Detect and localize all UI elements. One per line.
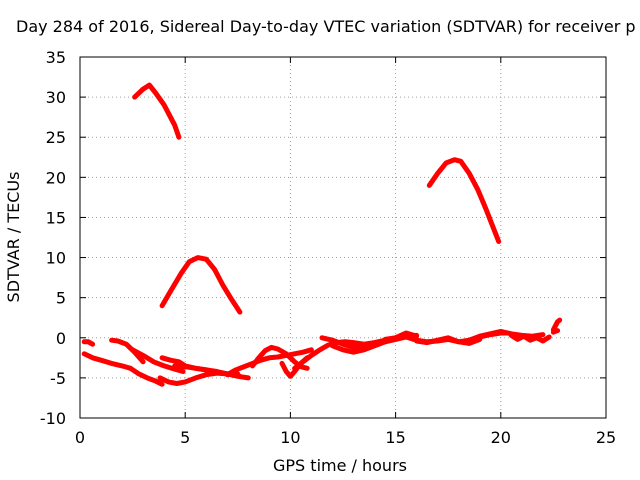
series-arc-1 <box>132 82 182 140</box>
series-arc-2 <box>159 255 243 315</box>
series-arc-22 <box>550 317 563 333</box>
x-tick-label: 5 <box>180 428 190 447</box>
x-tick-labels: 0 5 10 15 20 25 <box>75 428 616 447</box>
y-tick-labels: -10 -5 0 5 10 15 20 25 30 35 <box>40 48 66 428</box>
x-axis-label: GPS time / hours <box>273 456 407 475</box>
series-arc-3 <box>426 157 502 244</box>
plot-frame <box>79 56 607 419</box>
x-tick-label: 0 <box>75 428 85 447</box>
series-arc-8 <box>130 347 186 374</box>
y-tick-label: 0 <box>56 329 66 348</box>
y-tick-label: 35 <box>46 48 66 67</box>
series-arc-19 <box>414 335 483 346</box>
series-arc-20 <box>466 328 546 343</box>
y-tick-label: -10 <box>40 409 66 428</box>
series-arc-12 <box>224 347 314 378</box>
x-tick-label: 25 <box>596 428 616 447</box>
series-arc-5 <box>81 351 133 371</box>
series-arc-7 <box>128 365 165 387</box>
axis-ticks <box>79 56 607 419</box>
series-arc-4 <box>81 339 96 347</box>
y-tick-label: 5 <box>56 289 66 308</box>
y-tick-label: 25 <box>46 128 66 147</box>
series-arc-6 <box>109 337 146 365</box>
chart-title: Day 284 of 2016, Sidereal Day-to-day VTE… <box>16 17 636 36</box>
series-arc-21 <box>508 332 552 344</box>
y-tick-label: 10 <box>46 249 66 268</box>
y-axis-label: SDTVAR / TECUs <box>4 172 23 303</box>
x-tick-label: 15 <box>385 428 405 447</box>
series-arc-17 <box>330 330 420 355</box>
series-arc-23 <box>550 328 561 335</box>
data-series <box>81 82 563 387</box>
y-tick-label: 15 <box>46 208 66 227</box>
y-tick-label: 30 <box>46 88 66 107</box>
y-tick-label: -5 <box>50 369 66 388</box>
x-tick-label: 10 <box>280 428 300 447</box>
y-tick-label: 20 <box>46 168 66 187</box>
x-tick-label: 20 <box>491 428 511 447</box>
